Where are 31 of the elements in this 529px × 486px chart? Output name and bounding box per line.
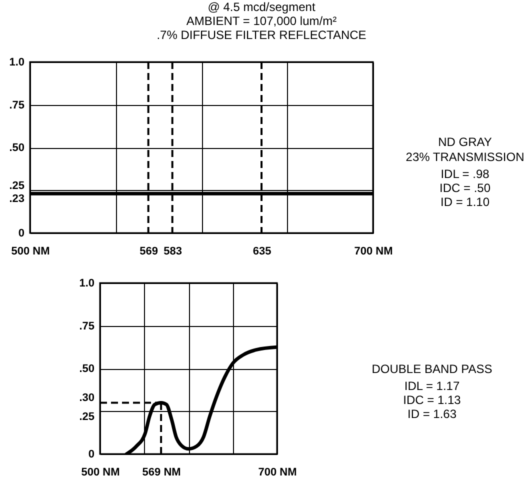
x-tick-label: 583 [164, 246, 182, 258]
y-tick-label: .25 [79, 410, 94, 423]
y-tick-label: 0 [88, 448, 94, 460]
y-tick-label: .30 [79, 392, 94, 404]
text: ID = 1.63 [407, 407, 457, 421]
text: IDC = .50 [439, 181, 491, 195]
x-tick-label: 569 [140, 246, 158, 258]
y-tick-label: 1.0 [9, 56, 24, 68]
text: 23% TRANSMISSION [406, 150, 524, 164]
y-tick-label: .75 [79, 320, 94, 332]
x-tick-label: 700 NM [354, 246, 393, 258]
x-tick-label: 500 NM [81, 466, 120, 478]
y-tick-label: .75 [9, 99, 24, 112]
y-tick-label: .25 [9, 180, 24, 192]
y-tick-label: .50 [79, 363, 94, 375]
chart-title: @ 4.5 mcd/segment [208, 0, 316, 14]
chart-subtitle: AMBIENT = 107,000 lum/m² .7% DIFFUSE FILTER REFLECTANCE [156, 14, 366, 42]
text: IDL = 1.17 [404, 379, 460, 393]
y-tick-label: .23 [9, 193, 24, 206]
x-tick-label: 700 NM [258, 466, 297, 478]
x-tick-label: 635 [252, 246, 272, 258]
y-tick-label: .50 [9, 142, 24, 154]
y-tick-label: 0 [18, 228, 24, 240]
text: DOUBLE BAND PASS [372, 362, 492, 376]
y-tick-label: 1.0 [79, 278, 94, 290]
text: ID = 1.10 [440, 195, 490, 209]
text: IDL = .98 [440, 167, 490, 181]
text: IDC = 1.13 [403, 393, 462, 407]
x-tick-label: 569 NM [142, 466, 181, 478]
text: ND GRAY [438, 135, 492, 149]
x-tick-label: 500 NM [11, 246, 50, 258]
